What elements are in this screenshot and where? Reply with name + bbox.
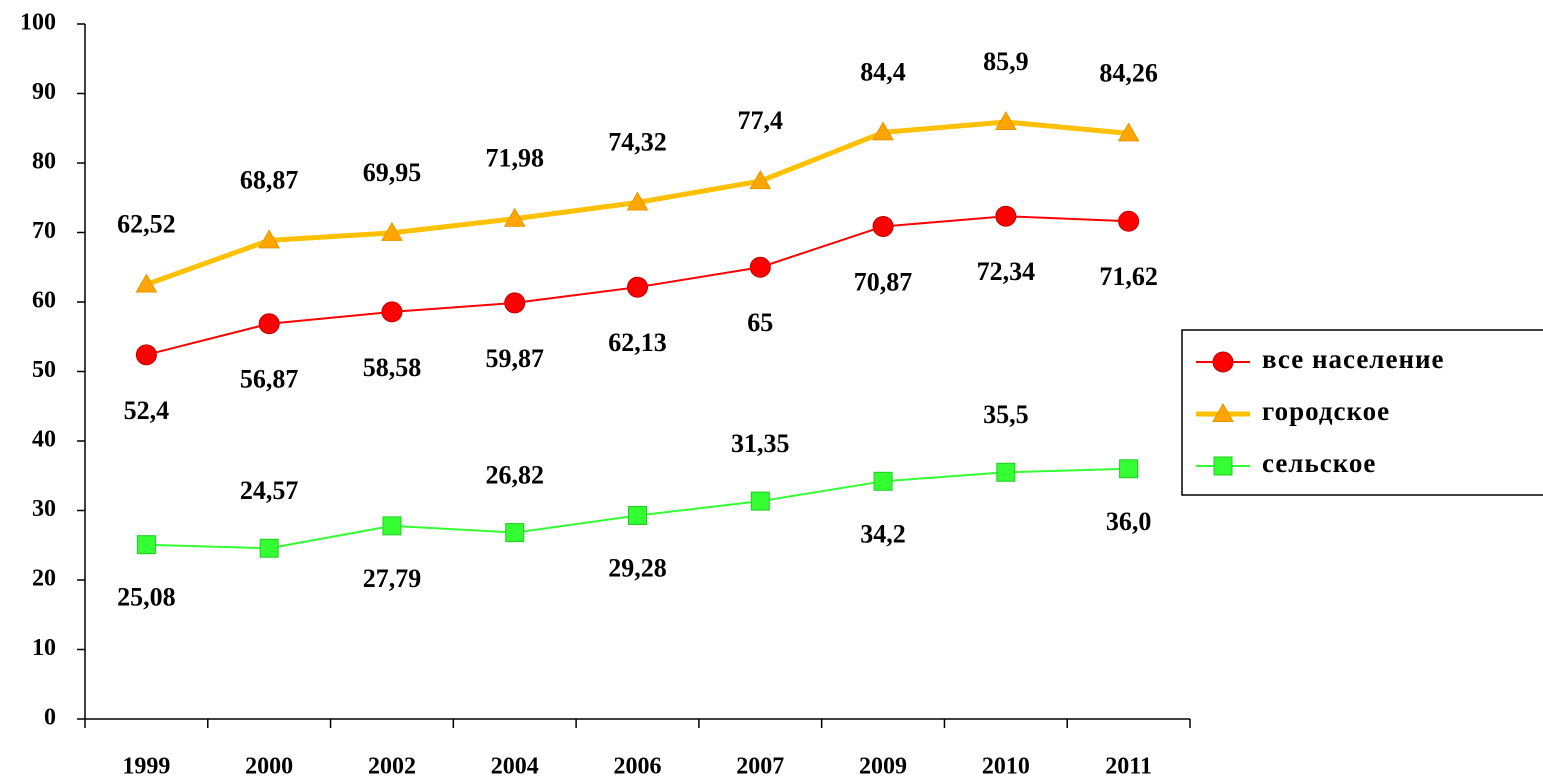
x-tick-label: 2000 — [245, 754, 293, 780]
y-tick-label: 50 — [32, 357, 56, 383]
y-tick-label: 0 — [44, 705, 56, 731]
value-label: 72,34 — [977, 257, 1036, 286]
y-tick-label: 80 — [32, 149, 56, 175]
value-label: 65 — [747, 308, 773, 337]
marker — [382, 516, 402, 536]
y-tick-label: 30 — [32, 496, 56, 522]
value-label: 71,62 — [1099, 262, 1158, 291]
marker — [627, 276, 648, 298]
marker — [135, 344, 157, 366]
value-label: 27,79 — [363, 564, 422, 593]
marker — [872, 215, 894, 237]
marker — [505, 523, 525, 543]
value-label: 84,4 — [860, 57, 906, 86]
marker — [626, 191, 649, 211]
value-label: 71,98 — [485, 144, 544, 173]
value-label: 68,87 — [240, 165, 299, 194]
y-tick-label: 70 — [32, 218, 56, 244]
marker — [873, 471, 893, 491]
value-label: 34,2 — [860, 519, 906, 548]
marker — [994, 110, 1017, 130]
value-label: 58,58 — [363, 353, 422, 382]
value-label: 59,87 — [485, 344, 544, 373]
marker — [381, 301, 403, 323]
marker — [996, 462, 1016, 482]
value-label: 56,87 — [240, 365, 299, 394]
value-label: 62,13 — [608, 328, 667, 357]
x-tick-label: 2006 — [614, 754, 662, 780]
value-label: 24,57 — [240, 476, 299, 505]
y-tick-label: 10 — [32, 635, 56, 661]
marker — [503, 207, 526, 227]
value-label: 62,52 — [117, 209, 176, 238]
marker — [259, 538, 279, 558]
value-label: 77,4 — [738, 106, 784, 135]
marker — [750, 491, 770, 511]
marker — [628, 506, 647, 526]
marker — [749, 170, 772, 190]
value-label: 31,35 — [731, 429, 790, 458]
y-tick-label: 20 — [32, 566, 56, 592]
value-label: 52,4 — [124, 396, 170, 425]
value-label: 29,28 — [608, 553, 667, 582]
legend-label: все население — [1262, 344, 1445, 374]
legend-marker — [1212, 402, 1234, 422]
legend-label: сельское — [1262, 448, 1376, 478]
x-tick-label: 1999 — [122, 754, 170, 780]
x-tick-label: 2011 — [1105, 754, 1152, 780]
value-label: 69,95 — [363, 158, 422, 187]
legend-marker — [1213, 456, 1233, 476]
marker — [872, 121, 894, 141]
value-label: 74,32 — [608, 127, 667, 156]
value-label: 35,5 — [983, 400, 1029, 429]
marker — [258, 229, 281, 249]
marker — [995, 205, 1017, 227]
value-label: 70,87 — [854, 267, 913, 296]
value-label: 25,08 — [117, 583, 176, 612]
x-tick-label: 2004 — [491, 754, 539, 780]
marker — [749, 256, 771, 278]
legend-label: городское — [1262, 396, 1390, 426]
x-tick-label: 2009 — [859, 754, 907, 780]
value-label: 84,26 — [1099, 58, 1158, 87]
y-tick-label: 60 — [32, 288, 56, 314]
x-tick-label: 2002 — [368, 754, 416, 780]
x-tick-label: 2010 — [982, 754, 1030, 780]
y-tick-label: 100 — [20, 10, 56, 36]
legend-marker — [1212, 351, 1234, 373]
marker — [504, 292, 526, 314]
value-label: 36,0 — [1106, 507, 1152, 536]
value-label: 85,9 — [983, 47, 1029, 76]
y-tick-label: 90 — [32, 79, 56, 105]
marker — [381, 221, 403, 241]
marker — [135, 273, 158, 293]
marker — [258, 313, 280, 335]
marker — [1117, 122, 1140, 142]
marker — [136, 535, 156, 555]
x-tick-label: 2007 — [736, 754, 784, 780]
value-label: 26,82 — [485, 461, 544, 490]
marker — [1119, 459, 1139, 479]
marker — [1118, 210, 1140, 232]
y-tick-label: 40 — [32, 427, 56, 453]
